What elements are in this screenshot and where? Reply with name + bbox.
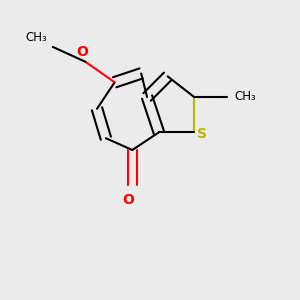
Text: O: O — [122, 193, 134, 207]
Text: S: S — [196, 127, 206, 141]
Text: CH₃: CH₃ — [25, 31, 47, 44]
Text: CH₃: CH₃ — [234, 91, 256, 103]
Text: O: O — [76, 45, 88, 59]
